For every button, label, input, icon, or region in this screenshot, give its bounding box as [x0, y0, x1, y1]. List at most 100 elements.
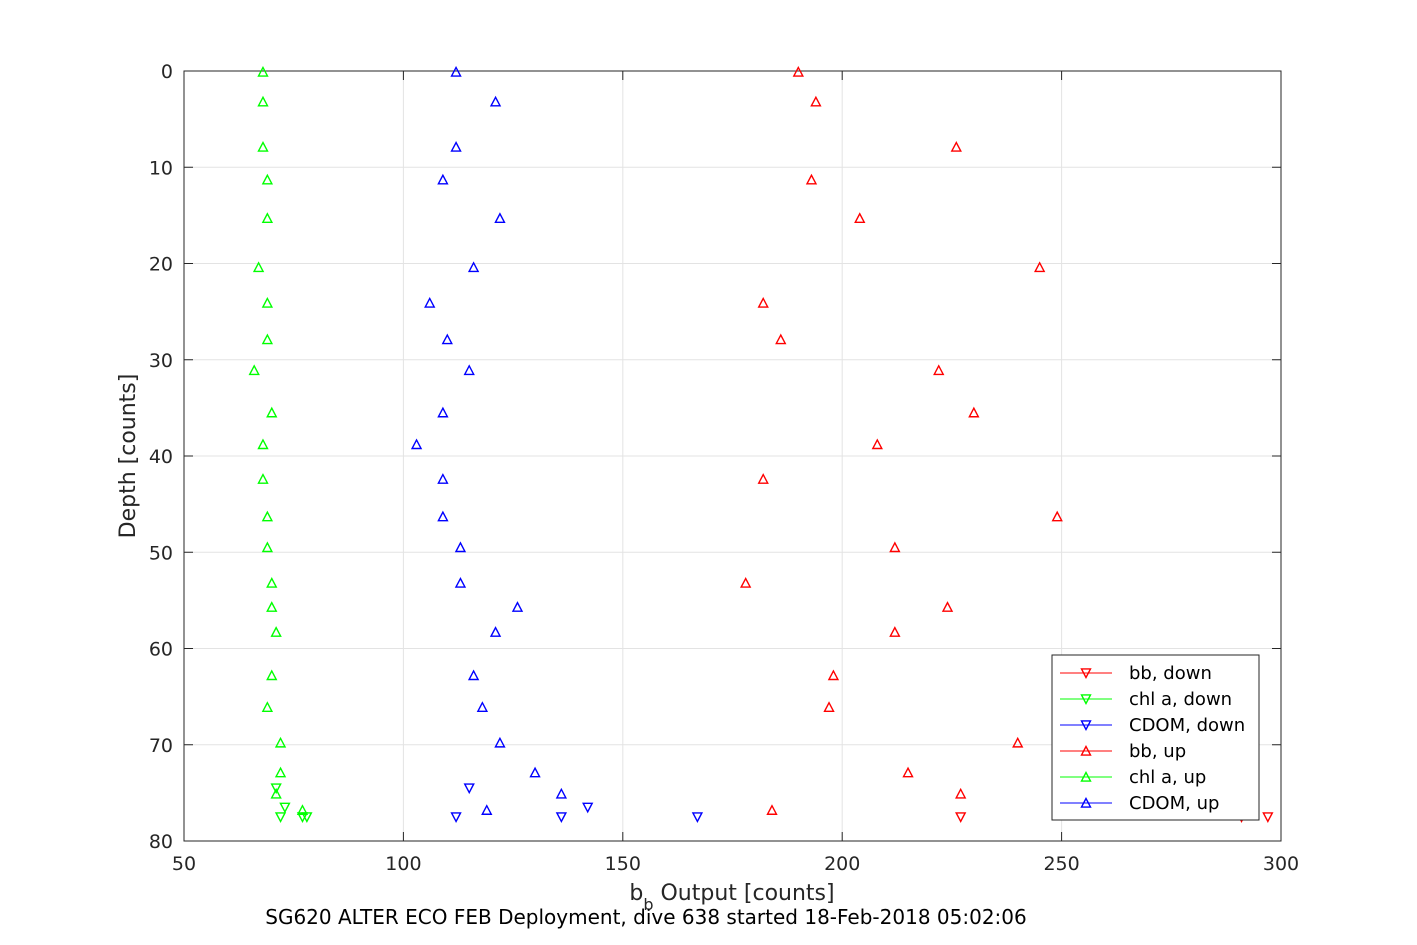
legend-marker — [1080, 720, 1092, 732]
x-tick-label: 150 — [605, 853, 641, 875]
data-point — [454, 577, 467, 588]
legend-item: chl a, down — [1060, 689, 1232, 710]
data-point — [489, 95, 502, 107]
y-tick-label: 40 — [149, 446, 173, 468]
data-point — [252, 261, 265, 273]
data-point — [261, 541, 274, 553]
data-markers — [248, 65, 1274, 823]
legend-item: bb, down — [1060, 663, 1212, 684]
data-point — [823, 701, 835, 712]
series-5 — [410, 65, 568, 815]
data-point — [261, 173, 274, 185]
legend-label: CDOM, up — [1129, 793, 1219, 814]
legend-marker — [1080, 694, 1092, 706]
data-point — [296, 804, 309, 815]
data-point — [450, 65, 462, 77]
data-point — [476, 701, 489, 712]
y-tick-label: 0 — [161, 61, 173, 83]
data-point — [805, 173, 818, 185]
data-point — [968, 406, 980, 418]
x-tick-label: 50 — [172, 853, 196, 875]
data-point — [757, 473, 769, 484]
legend-item: chl a, up — [1060, 767, 1206, 788]
data-point — [941, 601, 954, 612]
data-point — [1012, 736, 1024, 748]
y-axis-label: Depth [counts] — [116, 374, 141, 539]
data-point — [257, 95, 269, 107]
legend-label: CDOM, down — [1129, 715, 1245, 736]
data-point — [261, 296, 274, 308]
y-axis-ticks: 0 10 20 30 40 50 60 70 80 — [149, 61, 1281, 853]
data-point — [270, 783, 282, 795]
data-point — [463, 783, 475, 795]
y-tick-label: 20 — [149, 254, 173, 276]
legend-box — [1051, 654, 1260, 821]
legend-marker — [1080, 770, 1092, 782]
data-point — [441, 333, 453, 345]
chart-caption: SG620 ALTER ECO FEB Deployment, dive 638… — [265, 905, 1026, 929]
data-point — [810, 95, 822, 107]
data-point — [424, 296, 436, 308]
data-point — [775, 333, 787, 345]
y-tick-label: 80 — [149, 831, 173, 853]
legend-label: bb, up — [1129, 741, 1186, 762]
data-point — [582, 802, 594, 814]
x-tick-label: 300 — [1263, 853, 1299, 875]
data-point — [827, 669, 840, 681]
data-point — [494, 736, 506, 748]
data-point — [933, 364, 945, 376]
data-point — [792, 65, 804, 77]
data-point — [489, 626, 502, 637]
legend-label: chl a, up — [1129, 767, 1206, 788]
data-point — [889, 541, 901, 553]
legend-label: bb, down — [1129, 663, 1212, 684]
data-point — [1034, 261, 1046, 273]
data-point — [854, 212, 866, 224]
data-point — [274, 736, 287, 748]
data-point — [437, 406, 449, 418]
x-axis-label: bb Output [counts] — [629, 881, 834, 914]
data-point — [740, 577, 752, 588]
data-point — [955, 787, 967, 799]
y-tick-label: 30 — [149, 350, 173, 372]
data-point — [257, 438, 269, 450]
data-point — [437, 473, 449, 484]
data-point — [511, 601, 524, 612]
series-3 — [740, 65, 1063, 815]
legend-label: chl a, down — [1129, 689, 1232, 710]
data-point — [955, 812, 967, 823]
y-tick-label: 70 — [149, 735, 173, 757]
data-point — [261, 333, 274, 345]
data-point — [270, 626, 282, 637]
data-point — [463, 364, 475, 376]
legend-item: CDOM, down — [1060, 715, 1245, 736]
x-axis-label-main: b — [629, 881, 643, 906]
data-point — [766, 804, 778, 815]
data-point — [437, 173, 449, 185]
legend-item: CDOM, up — [1060, 793, 1219, 814]
data-point — [902, 766, 914, 778]
data-point — [450, 812, 462, 823]
data-point — [257, 473, 269, 484]
data-point — [691, 812, 704, 823]
data-point — [279, 802, 291, 814]
data-point — [757, 296, 769, 308]
legend-marker — [1080, 668, 1092, 680]
x-tick-label: 100 — [385, 853, 421, 875]
data-point — [270, 787, 282, 799]
legend-marker — [1080, 796, 1092, 808]
data-point — [450, 141, 462, 152]
y-tick-label: 60 — [149, 639, 173, 661]
data-point — [950, 141, 962, 152]
data-point — [871, 438, 883, 450]
data-point — [266, 669, 278, 681]
series-4 — [248, 65, 309, 815]
data-point — [261, 212, 274, 224]
data-point — [494, 212, 506, 224]
data-point — [266, 601, 278, 612]
data-point — [261, 510, 274, 522]
x-tick-label: 200 — [824, 853, 860, 875]
data-point — [467, 669, 480, 681]
legend: bb, down chl a, down CDOM, down bb, up chl a… — [1051, 654, 1260, 821]
